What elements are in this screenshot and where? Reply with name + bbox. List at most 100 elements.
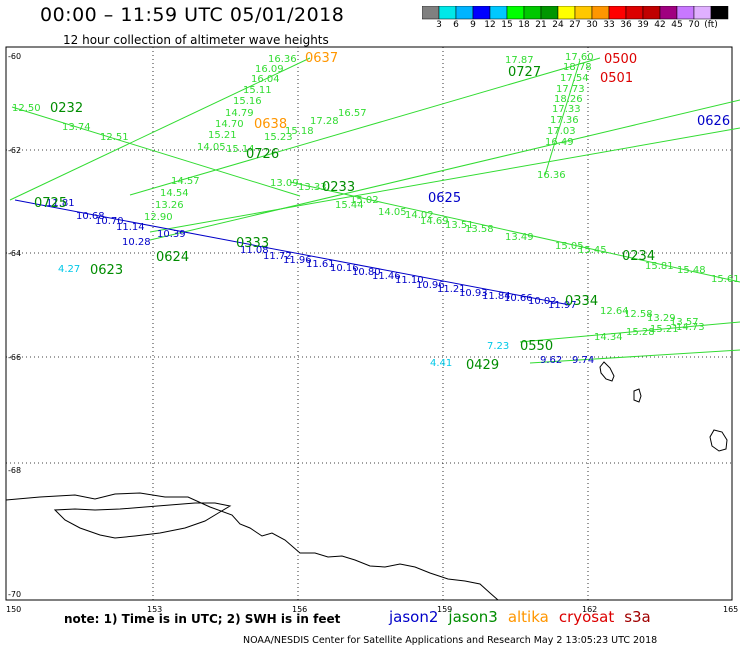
swh-value: 13.33: [298, 182, 327, 193]
swh-value: 15.18: [285, 126, 314, 137]
swh-value: 15.28: [626, 327, 655, 338]
pass-label: 0624: [156, 250, 189, 265]
swh-value: 11.46: [372, 271, 401, 282]
colorbar-labels: 3 6 9 12 15 18 21 24 27 30 33 36 39 42 45 70 (ft): [422, 20, 740, 32]
swh-value: 9.74: [572, 355, 594, 366]
swh-value: 13.74: [62, 122, 91, 133]
colorbar-label: (ft): [704, 20, 718, 30]
svg-text:156: 156: [292, 605, 307, 614]
page-title: 00:00 – 11:59 UTC 05/01/2018: [40, 4, 345, 26]
graticule: [6, 47, 732, 600]
colorbar-swatch: [557, 6, 576, 20]
swh-value: 13.58: [465, 224, 494, 235]
satellite-legend: jason2 jason3 altika cryosat s3a: [389, 608, 661, 626]
colorbar-label: 12: [484, 20, 496, 30]
swh-value: 16.04: [251, 74, 280, 85]
swh-value: 4.41: [430, 358, 452, 369]
pass-label: 0501: [600, 71, 633, 86]
swh-value: 11.08: [240, 245, 269, 256]
colorbar-swatch: [574, 6, 593, 20]
colorbar-label: 18: [518, 20, 530, 30]
swh-value: 13.57: [670, 317, 699, 328]
swh-value: 13.09: [270, 178, 299, 189]
colorbar-swatch: [540, 6, 559, 20]
colorbar-label: 6: [453, 20, 459, 30]
swh-value: 10.68: [76, 211, 105, 222]
swh-value: 4.27: [58, 264, 80, 275]
colorbar-swatch: [625, 6, 644, 20]
swh-value: 15.81: [645, 261, 674, 272]
swh-value: 16.36: [537, 170, 566, 181]
colorbar-label: 70: [688, 20, 700, 30]
swh-value: 10.70: [95, 216, 124, 227]
pass-label: 0500: [604, 52, 637, 67]
svg-text:-66: -66: [8, 353, 21, 362]
pass-label: 0623: [90, 263, 123, 278]
swh-value: 15.05: [555, 241, 584, 252]
footnote: note: 1) Time is in UTC; 2) SWH is in fe…: [64, 612, 341, 626]
swh-value: 16.49: [545, 137, 574, 148]
svg-text:150: 150: [6, 605, 21, 614]
legend-s3a: s3a: [624, 608, 651, 626]
swh-value: 15.21: [650, 324, 679, 335]
pass-label: 0429: [466, 358, 499, 373]
colorbar-label: 30: [586, 20, 598, 30]
swh-value: 15.61: [711, 274, 740, 285]
svg-text:-60: -60: [8, 52, 21, 61]
pass-label: 0334: [565, 294, 598, 309]
wave-height-values: 16.36 16.09 16.04 15.11 15.16 14.79 14.7…: [12, 52, 740, 369]
swh-value: 18.26: [554, 94, 583, 105]
swh-value: 11.96: [283, 255, 312, 266]
legend-jason3: jason3: [448, 608, 498, 626]
pass-labels: 0637 0638 0727 0500 0501 0232 0726 0626 …: [34, 51, 730, 373]
swh-value: 15.44: [335, 200, 364, 211]
swh-value: 17.87: [505, 55, 534, 66]
swh-value: 10.96: [416, 280, 445, 291]
colorbar-swatch: [472, 6, 491, 20]
colorbar-label: 24: [552, 20, 564, 30]
swh-value: 14.05: [378, 207, 407, 218]
colorbar-swatch: [506, 6, 525, 20]
swh-value: 12.51: [100, 132, 129, 143]
swh-value: 14.34: [594, 332, 623, 343]
swh-value: 11.72: [263, 251, 292, 262]
credit-line: NOAA/NESDIS Center for Satellite Applica…: [243, 635, 658, 646]
swh-value: 15.02: [350, 195, 379, 206]
colorbar-swatch: [693, 6, 712, 20]
swh-value: 17.73: [556, 84, 585, 95]
pass-label: 0638: [254, 117, 287, 132]
swh-value: 15.21: [208, 130, 237, 141]
swh-value: 10.93: [459, 288, 488, 299]
swh-value: 14.73: [676, 322, 705, 333]
pass-label: 0233: [322, 180, 355, 195]
pass-label: 0625: [428, 191, 461, 206]
pass-label: 0550: [520, 339, 553, 354]
swh-value: 11.97: [548, 300, 577, 311]
svg-text:-68: -68: [8, 466, 21, 475]
colorbar-swatch: [422, 6, 440, 20]
swh-value: 12.90: [144, 212, 173, 223]
swh-value: 15.14: [226, 144, 255, 155]
swh-value: 7.23: [487, 341, 509, 352]
svg-text:162: 162: [582, 605, 597, 614]
swh-value: 13.49: [505, 232, 534, 243]
svg-text:-70: -70: [8, 590, 21, 599]
colorbar-label: 36: [620, 20, 632, 30]
swh-value: 10.39: [157, 229, 186, 240]
swh-value: 12.50: [12, 103, 41, 114]
colorbar-swatch: [489, 6, 508, 20]
coastline: [5, 361, 728, 601]
colorbar-label: 42: [654, 20, 666, 30]
colorbar-swatch: [608, 6, 627, 20]
swh-value: 15.48: [677, 265, 706, 276]
colorbar-swatch: [710, 6, 729, 20]
swh-value: 11.84: [482, 291, 511, 302]
pass-label: 0727: [508, 65, 541, 80]
pass-label: 0726: [246, 147, 279, 162]
swh-value: 11.14: [116, 222, 145, 233]
legend-jason2: jason2: [389, 608, 439, 626]
swh-value: 13.51: [445, 220, 474, 231]
swh-value: 9.62: [540, 355, 562, 366]
swh-value: 17.36: [550, 115, 579, 126]
